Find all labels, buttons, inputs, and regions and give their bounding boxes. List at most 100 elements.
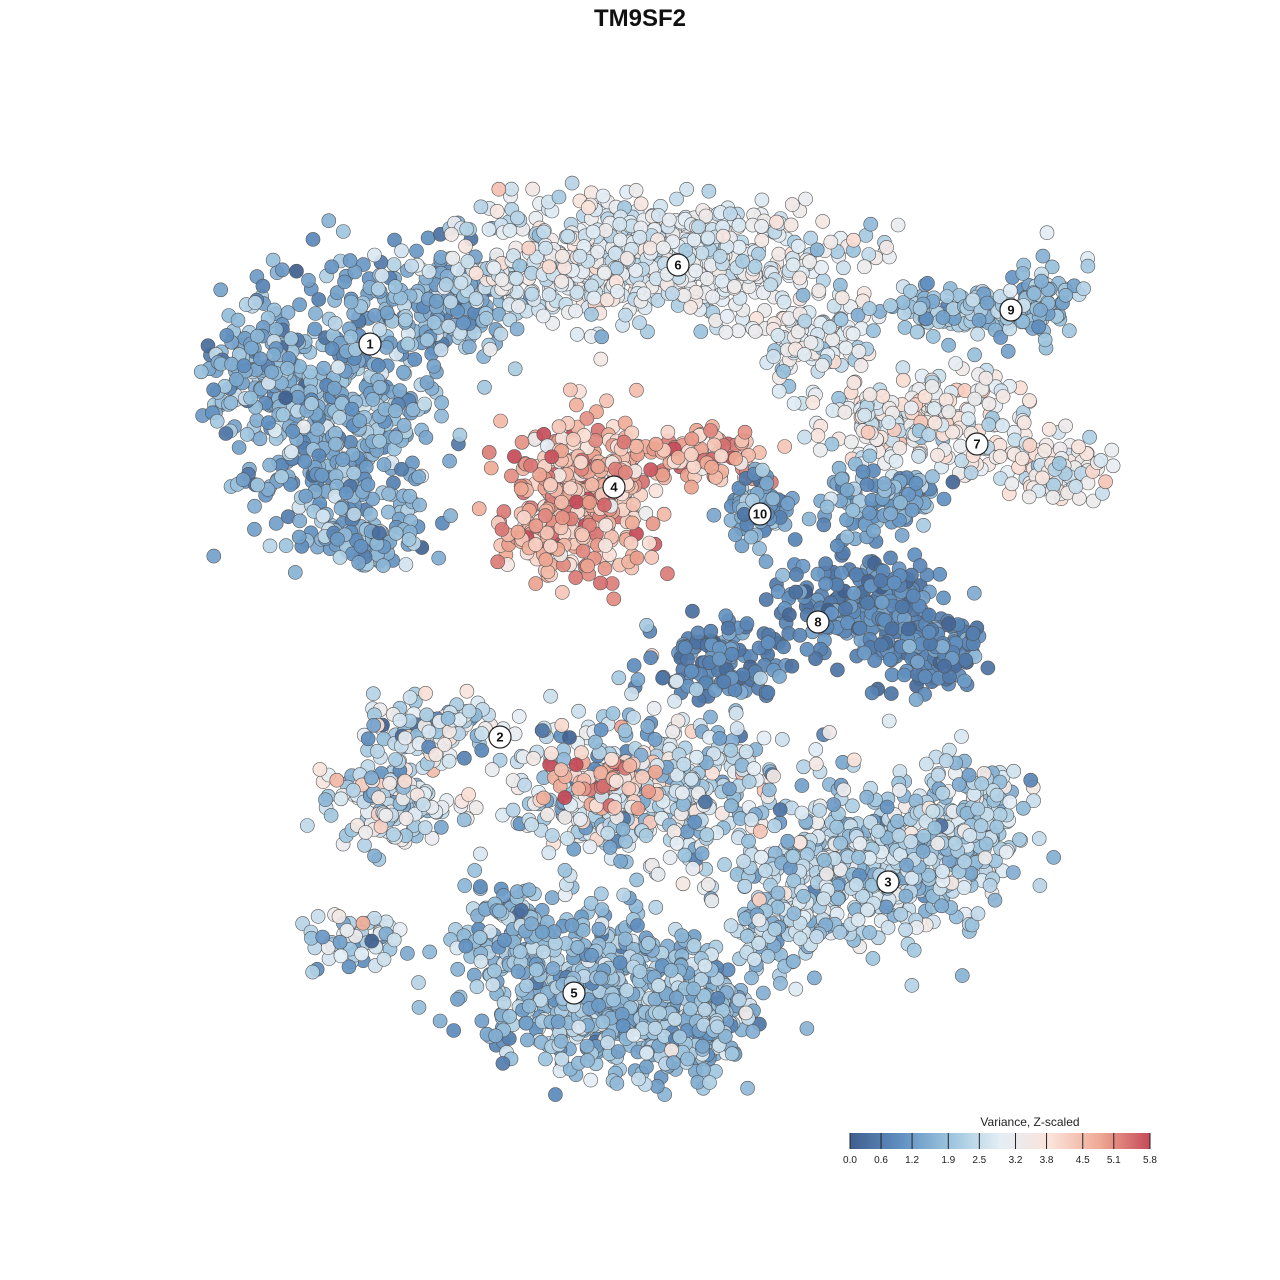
scatter-point — [494, 272, 510, 288]
scatter-point — [981, 417, 997, 433]
scatter-point — [1021, 489, 1037, 505]
scatter-point — [883, 686, 899, 701]
scatter-point — [754, 192, 770, 208]
scatter-point — [521, 998, 537, 1014]
scatter-point — [697, 958, 713, 974]
scatter-point — [510, 210, 525, 226]
scatter-point — [398, 557, 414, 572]
scatter-point — [606, 591, 622, 607]
scatter-point — [863, 216, 879, 232]
scatter-point — [660, 424, 676, 440]
scatter-point — [492, 903, 507, 919]
scatter-point — [564, 918, 580, 933]
scatter-point — [450, 961, 466, 977]
scatter-point — [411, 975, 426, 990]
scatter-point — [247, 521, 262, 537]
scatter-point — [275, 407, 291, 423]
scatter-point — [367, 308, 383, 323]
chart-title: TM9SF2 — [594, 5, 686, 32]
scatter-point — [583, 1072, 599, 1088]
scatter-point — [235, 472, 251, 488]
scatter-point — [473, 199, 489, 215]
scatter-point — [861, 247, 877, 262]
scatter-point — [1082, 429, 1097, 445]
scatter-point — [417, 820, 433, 836]
scatter-point — [318, 792, 333, 808]
scatter-point — [420, 230, 436, 246]
scatter-point — [852, 620, 868, 636]
scatter-point — [936, 590, 951, 606]
scatter-point — [553, 1033, 569, 1049]
scatter-point — [647, 1021, 663, 1036]
scatter-point — [504, 468, 519, 484]
scatter-point — [326, 380, 342, 396]
scatter-point — [852, 836, 868, 851]
scatter-point — [632, 315, 647, 331]
scatter-point — [677, 640, 693, 656]
scatter-point — [571, 1019, 587, 1035]
scatter-point — [512, 258, 528, 274]
scatter-point — [305, 964, 320, 980]
scatter-point — [792, 270, 807, 286]
scatter-point — [674, 928, 690, 944]
scatter-point — [1015, 800, 1031, 816]
scatter-point — [610, 284, 625, 299]
scatter-point — [330, 359, 346, 375]
scatter-point — [519, 978, 535, 994]
scatter-point — [633, 196, 649, 212]
scatter-point — [224, 356, 239, 372]
scatter-point — [473, 953, 489, 969]
scatter-point — [995, 418, 1010, 434]
scatter-point — [486, 260, 502, 276]
scatter-point — [593, 351, 609, 367]
scatter-point — [656, 240, 671, 256]
scatter-point — [244, 340, 259, 356]
scatter-point — [579, 1038, 595, 1054]
scatter-point — [715, 228, 731, 244]
scatter-point — [834, 290, 850, 306]
scatter-point — [892, 440, 908, 456]
scatter-point — [728, 451, 743, 466]
scatter-point — [594, 329, 610, 345]
scatter-point — [370, 358, 386, 373]
scatter-point — [901, 639, 917, 654]
scatter-point — [713, 448, 729, 464]
scatter-point — [883, 550, 898, 566]
scatter-point — [783, 217, 799, 233]
scatter-point — [287, 565, 303, 580]
scatter-point — [598, 538, 613, 553]
scatter-point — [345, 782, 361, 798]
scatter-point — [956, 880, 972, 895]
scatter-point — [538, 240, 554, 256]
scatter-point — [468, 291, 484, 307]
scatter-point — [1022, 393, 1037, 408]
scatter-point — [747, 952, 762, 967]
scatter-point — [786, 396, 802, 411]
scatter-point — [555, 248, 570, 264]
scatter-point — [641, 535, 657, 551]
scatter-point — [283, 331, 299, 347]
scatter-point — [509, 321, 525, 337]
scatter-point — [1042, 421, 1057, 437]
scatter-point — [541, 259, 557, 275]
scatter-point — [888, 453, 904, 469]
scatter-point — [536, 224, 552, 240]
scatter-point — [467, 863, 483, 878]
scatter-point — [600, 1035, 615, 1050]
scatter-point — [737, 878, 753, 894]
scatter-point — [932, 566, 948, 582]
scatter-point — [954, 968, 970, 983]
scatter-point — [769, 214, 784, 230]
scatter-point — [663, 963, 679, 978]
scatter-point — [544, 890, 560, 906]
scatter-point — [639, 1059, 654, 1075]
scatter-point — [471, 501, 487, 517]
scatter-point — [328, 436, 343, 452]
scatter-point — [292, 297, 307, 313]
scatter-point — [404, 258, 419, 274]
scatter-point — [274, 262, 290, 278]
scatter-point — [752, 892, 767, 908]
scatter-point — [951, 777, 967, 792]
scatter-point — [961, 767, 977, 783]
scatter-point — [524, 286, 540, 302]
